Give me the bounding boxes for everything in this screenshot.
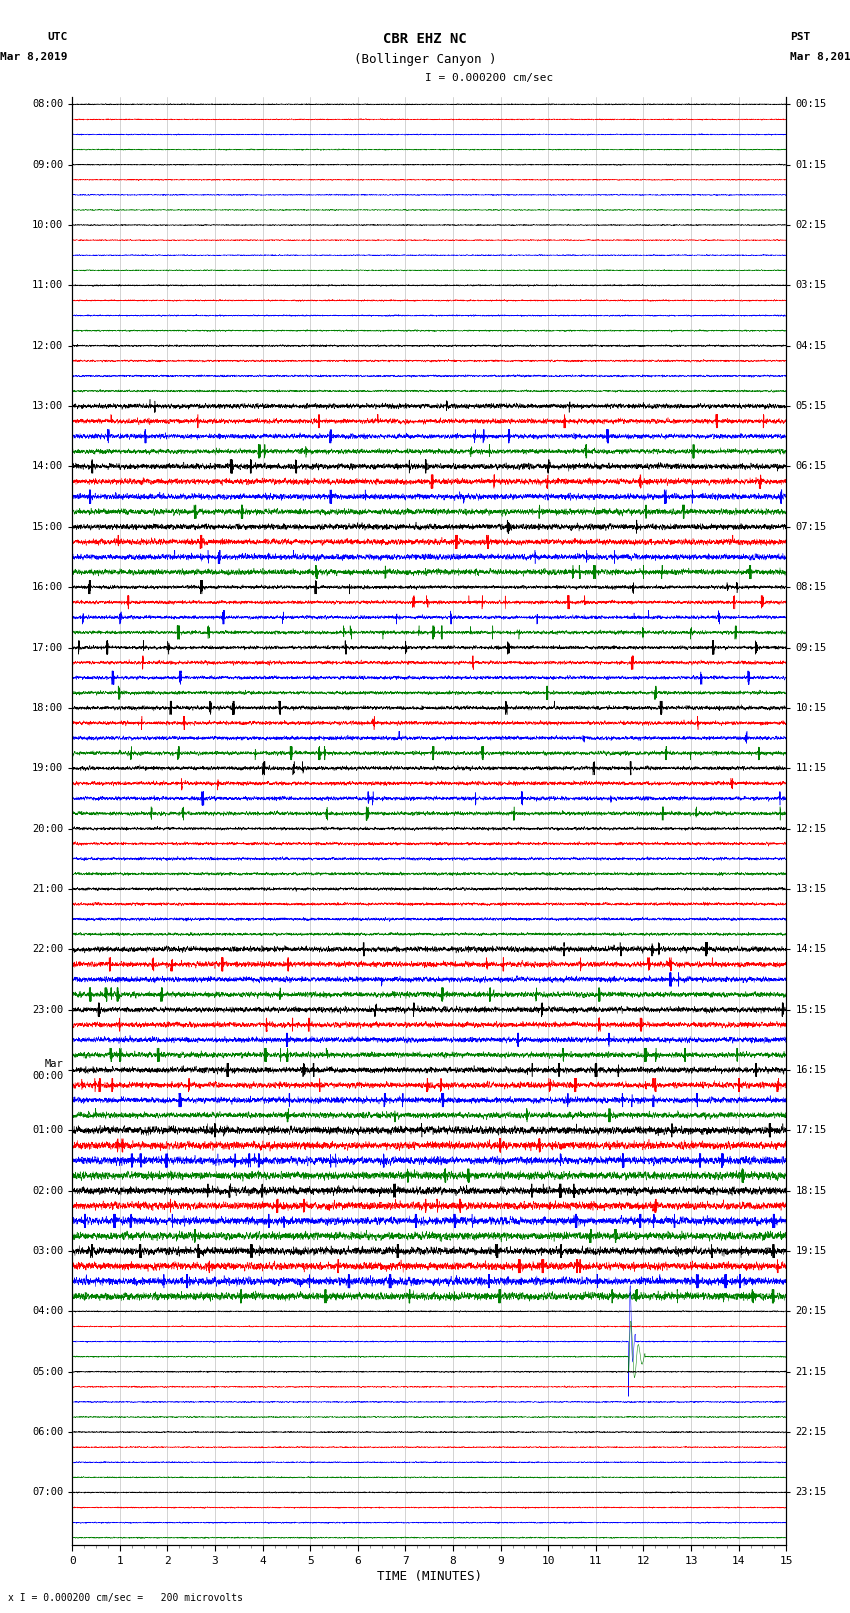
Text: Mar 8,2019: Mar 8,2019 (790, 52, 850, 61)
Text: UTC: UTC (48, 32, 68, 42)
Text: (Bollinger Canyon ): (Bollinger Canyon ) (354, 53, 496, 66)
Text: CBR EHZ NC: CBR EHZ NC (383, 32, 467, 47)
Text: x I = 0.000200 cm/sec =   200 microvolts: x I = 0.000200 cm/sec = 200 microvolts (8, 1594, 243, 1603)
Text: PST: PST (790, 32, 811, 42)
Text: Mar 8,2019: Mar 8,2019 (1, 52, 68, 61)
X-axis label: TIME (MINUTES): TIME (MINUTES) (377, 1569, 482, 1582)
Text: I = 0.000200 cm/sec: I = 0.000200 cm/sec (425, 73, 553, 82)
